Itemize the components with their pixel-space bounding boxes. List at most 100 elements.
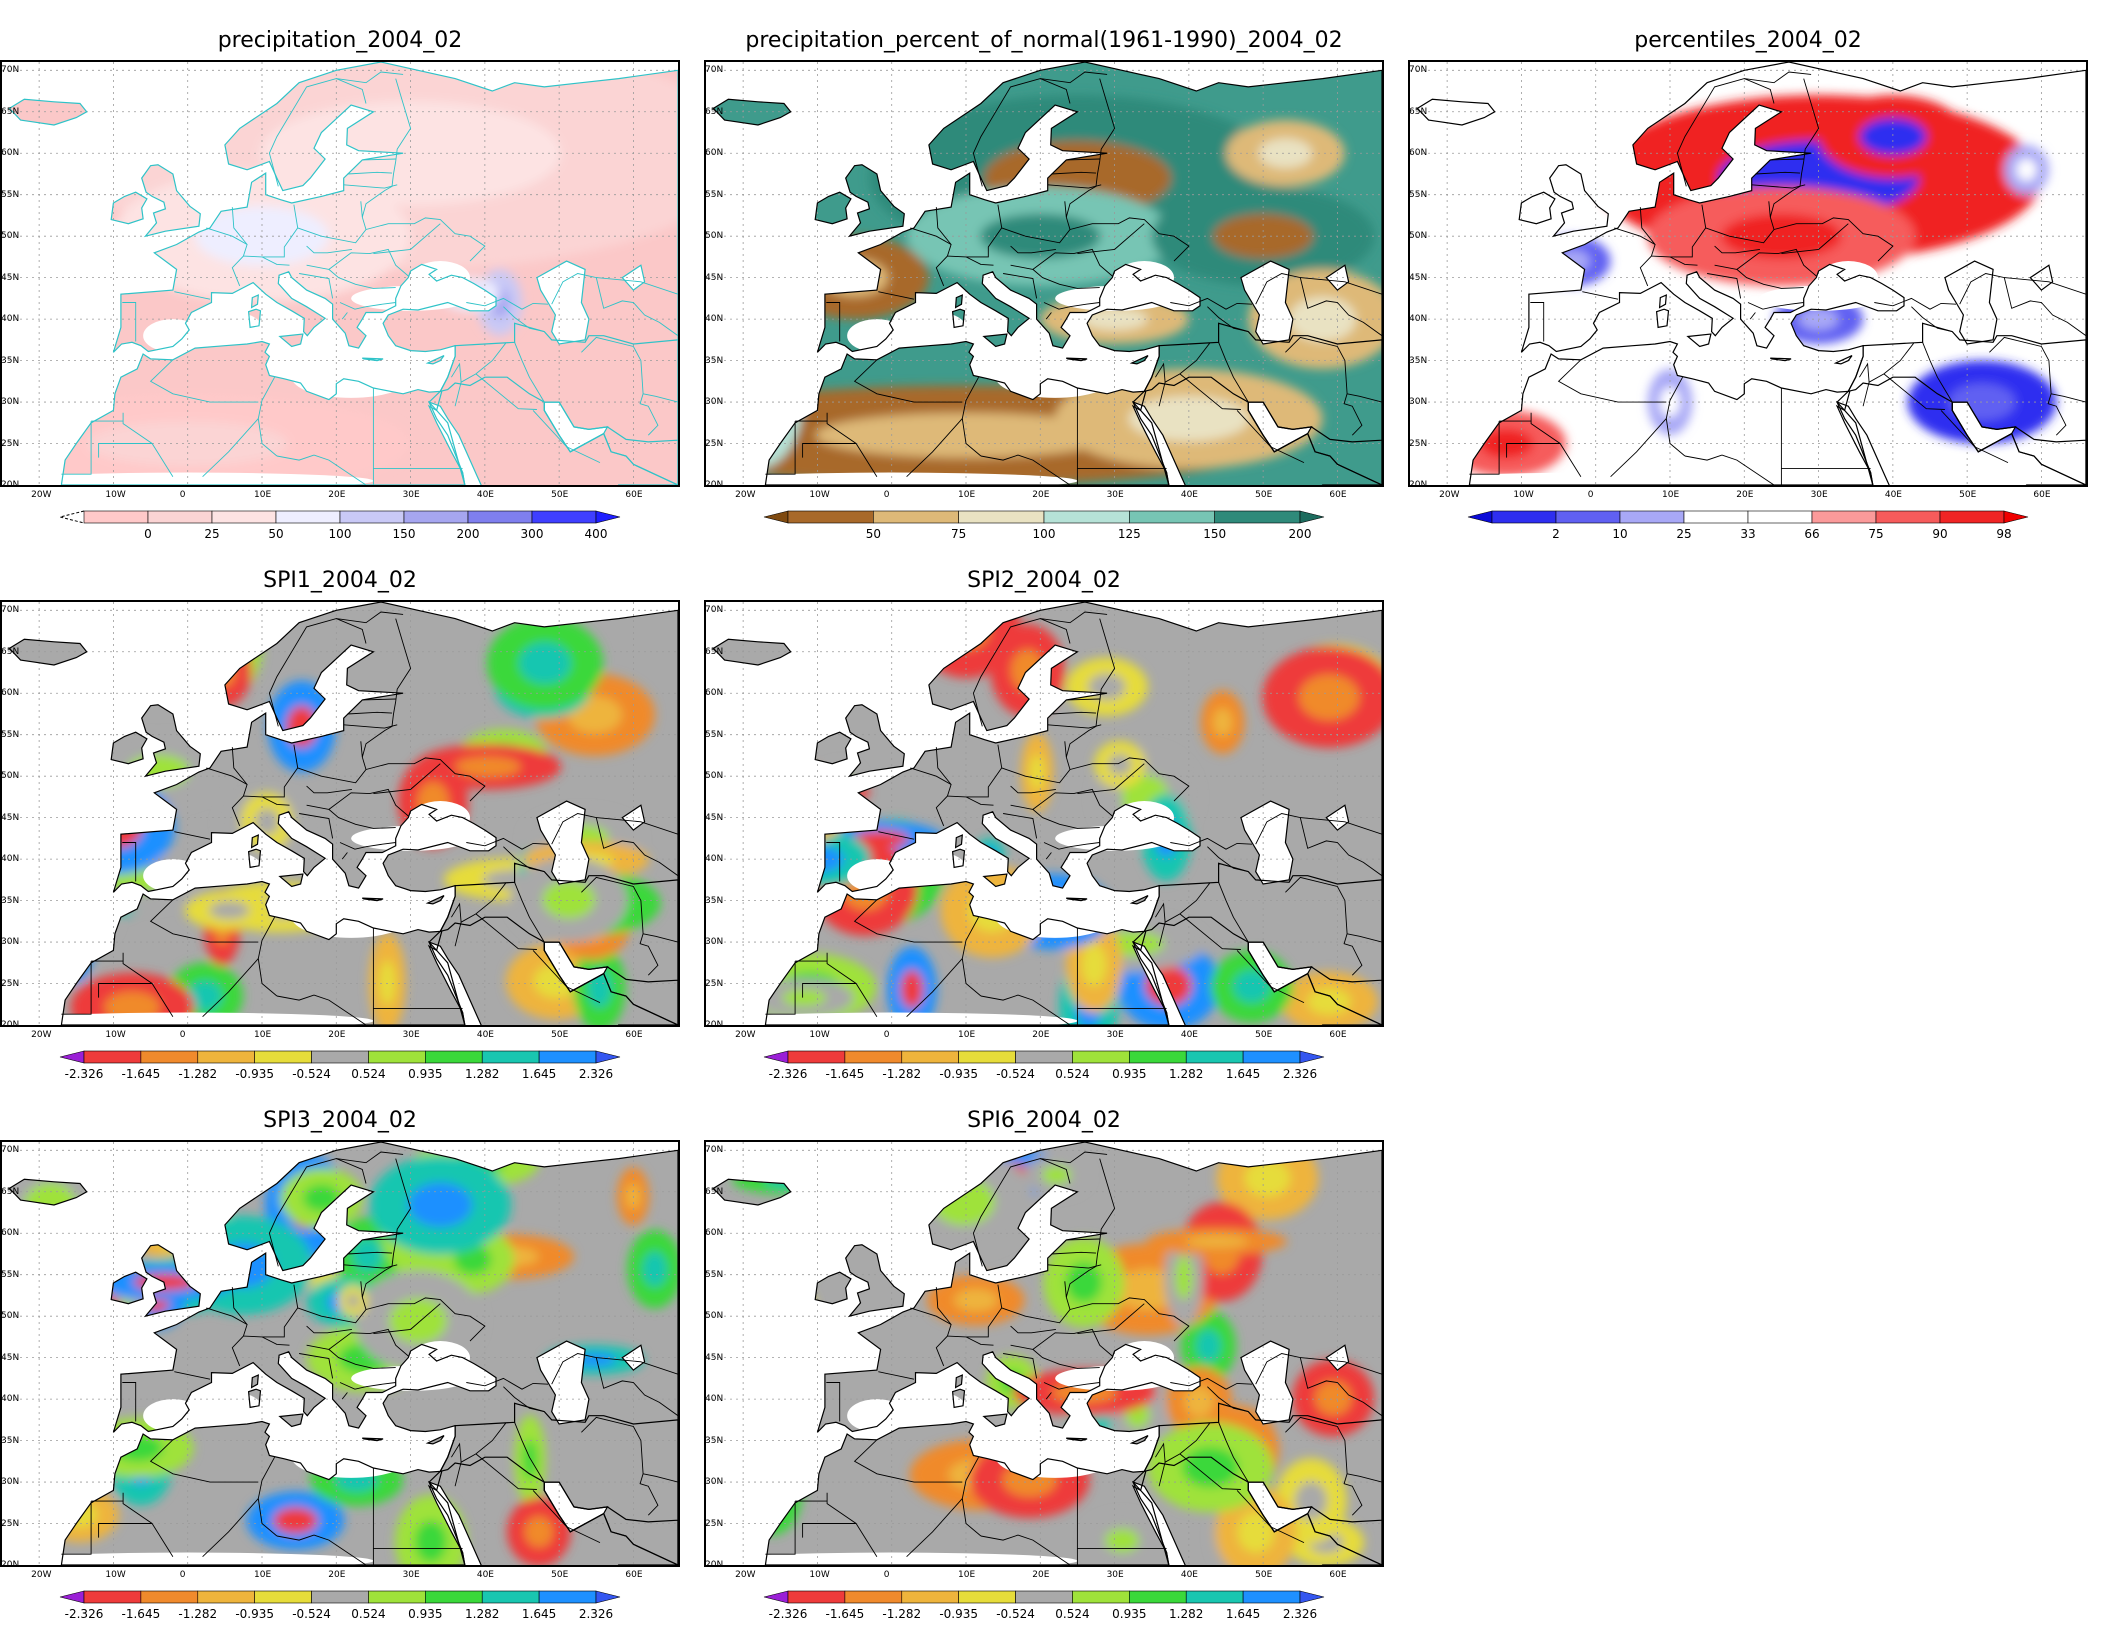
lon-tick-label: 20W (735, 1030, 756, 1040)
lon-tick-label: 60E (1329, 1570, 1347, 1580)
colorbar-label: 25 (1676, 527, 1692, 541)
lat-tick-label: 30N (705, 397, 724, 408)
field-patch-core (158, 1232, 194, 1250)
lon-tick-label: 40E (476, 1030, 494, 1040)
colorbar-swatch (1129, 1050, 1187, 1064)
colorbar-swatch (368, 1050, 426, 1064)
colorbar-swatch (1619, 510, 1685, 524)
lon-tick-label: 40E (1180, 490, 1198, 500)
lat-tick-label: 35N (705, 1435, 724, 1446)
lat-tick-label: 30N (705, 937, 724, 948)
colorbar-label: 100 (1032, 527, 1056, 541)
map-frame (0, 600, 680, 1027)
lon-tick-label: 50E (551, 1030, 569, 1040)
colorbar-swatch (1491, 510, 1557, 524)
colorbar-left-arrow (59, 1050, 85, 1064)
field-patch-core (900, 970, 924, 1009)
lat-tick-label: 50N (1, 231, 20, 242)
lon-tick-label: 30E (1106, 1030, 1124, 1040)
lat-tick-label: 50N (1, 1311, 20, 1322)
field-patch-core (219, 1259, 249, 1271)
water-caspian (1240, 801, 1293, 884)
colorbar-swatch (83, 510, 149, 524)
lat-tick-label: 50N (1409, 231, 1428, 242)
colorbar (1467, 510, 2029, 524)
field-patch-core (968, 890, 1016, 933)
colorbar-swatch (958, 1050, 1016, 1064)
colorbar-swatch (1043, 510, 1130, 524)
field-patch-core (210, 629, 243, 670)
lon-tick-label: 10E (958, 1030, 976, 1040)
lat-tick-label: 70N (1, 65, 20, 76)
lon-tick-label: 20E (1032, 1570, 1050, 1580)
colorbar-label: 1.645 (1225, 1067, 1261, 1081)
field-patch-core (209, 901, 250, 920)
lat-tick-label: 70N (705, 1145, 724, 1156)
colorbar-labels: -2.326 -1.645 -1.282 -0.935 -0.524 0.524 0.935… (704, 1607, 1384, 1623)
colorbar-swatch (1242, 1050, 1301, 1064)
lat-tick-label: 70N (1409, 65, 1428, 76)
lon-tick-label: 10W (1513, 490, 1534, 500)
data-field (9, 1142, 678, 1565)
lon-tick-label: 40E (1884, 490, 1902, 500)
lon-tick-label: 30E (1106, 1570, 1124, 1580)
field-patch (820, 763, 862, 795)
missing-data (1055, 825, 1174, 851)
colorbar (59, 510, 621, 524)
water-caspian (1240, 261, 1293, 344)
lat-tick-label: 35N (1, 895, 20, 906)
colorbar-swatch (425, 1050, 483, 1064)
lon-tick-label: 10W (809, 1570, 830, 1580)
colorbar-swatch (1683, 510, 1749, 524)
lat-tick-label: 25N (705, 438, 724, 449)
colorbar-swatch (140, 1050, 199, 1064)
colorbar-swatch (958, 510, 1045, 524)
colorbar (59, 1590, 621, 1604)
lat-tick-label: 45N (705, 1352, 724, 1363)
colorbar-label: -1.282 (178, 1607, 218, 1621)
lat-tick-label: 70N (705, 605, 724, 616)
colorbar-label: 66 (1804, 527, 1820, 541)
colorbar-swatch (1242, 1590, 1301, 1604)
map-frame (704, 1140, 1384, 1567)
lat-tick-label: 65N (1409, 106, 1428, 117)
colorbar-swatch (481, 1590, 540, 1604)
colorbar (763, 510, 1325, 524)
lon-tick-label: 50E (551, 1570, 569, 1580)
colorbar-swatch (873, 510, 959, 524)
colorbar-swatch (958, 1590, 1016, 1604)
water-caspian (536, 1341, 589, 1424)
colorbar-swatch (254, 1050, 312, 1064)
lat-tick-label: 30N (1, 937, 20, 948)
colorbar-swatch (311, 1050, 369, 1064)
field-patch-core (1258, 138, 1313, 169)
map-plot (2, 62, 678, 485)
colorbar-label: 0.524 (1055, 1067, 1090, 1081)
colorbar-swatch (368, 1590, 426, 1604)
lat-tick-label: 25N (1, 438, 20, 449)
lon-tick-label: 0 (883, 1030, 890, 1040)
colorbar-left-arrow (763, 1590, 789, 1604)
colorbar-label: -0.524 (292, 1607, 331, 1621)
field-patch-core (942, 602, 991, 650)
lat-tick-label: 25N (1409, 438, 1428, 449)
lon-tick-label: 40E (1180, 1030, 1198, 1040)
field-patch-core (1185, 1235, 1249, 1248)
field-patch-core (932, 1178, 995, 1226)
lon-tick-label: 50E (1255, 490, 1273, 500)
coastlines (8, 62, 678, 485)
lon-tick-label: 10W (809, 1030, 830, 1040)
field-patch-core (1859, 117, 1927, 156)
lon-tick-label: 50E (1959, 490, 1977, 500)
lon-tick-label: 30E (1106, 490, 1124, 500)
lat-tick-label: 60N (1409, 148, 1428, 159)
colorbar-label: 400 (584, 527, 608, 541)
gridlines (706, 602, 1382, 1025)
colorbar-swatch (254, 1590, 312, 1604)
field-patch (55, 917, 93, 983)
lat-tick-label: 40N (1, 1394, 20, 1405)
colorbar-right-arrow (1299, 1050, 1325, 1064)
water-gulf (1248, 1482, 1312, 1532)
lat-tick-label: 40N (705, 314, 724, 325)
colorbar-swatch (1747, 510, 1813, 524)
